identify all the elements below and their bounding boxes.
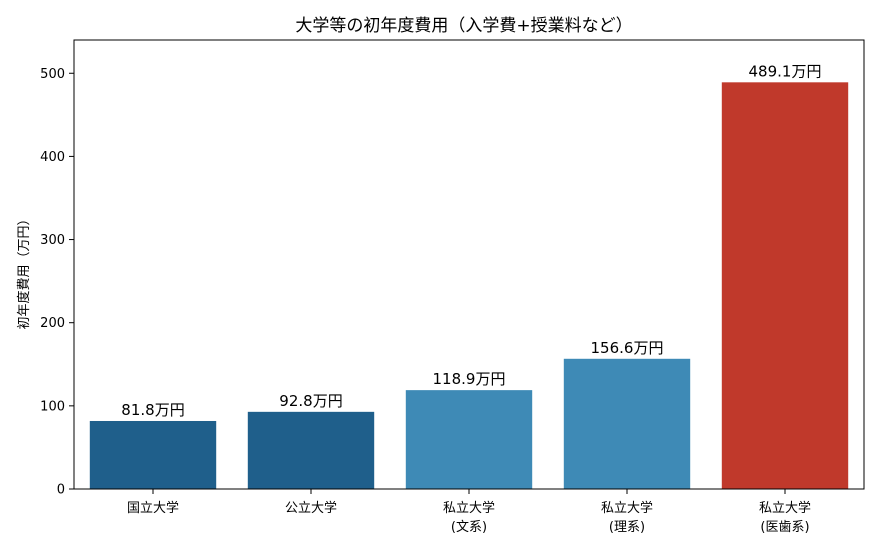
bar-data-label: 489.1万円	[749, 62, 822, 80]
bar-data-label: 156.6万円	[591, 339, 664, 357]
y-axis-label: 初年度費用（万円）	[16, 212, 32, 329]
bar-data-label: 92.8万円	[279, 392, 342, 410]
bar	[563, 358, 691, 489]
x-tick-label: 公立大学	[285, 500, 337, 516]
x-tick-label: (医歯系)	[760, 520, 809, 535]
y-tick-label: 200	[40, 316, 65, 331]
bar	[405, 390, 533, 489]
bars-group	[89, 82, 849, 489]
y-tick-label: 500	[40, 67, 65, 82]
x-tick-label: 私立大学	[443, 500, 495, 516]
plot-frame	[73, 39, 865, 490]
y-axis-ticks: 0 100 200 300 400 500	[40, 67, 74, 498]
y-tick-label: 100	[40, 399, 65, 414]
chart-title: 大学等の初年度費用（入学費+授業料など）	[295, 16, 632, 36]
x-tick-label: 私立大学	[601, 500, 653, 516]
x-axis-ticks: 国立大学 公立大学 私立大学 (文系) 私立大学 (理系) 私立大学 (医歯系)	[127, 489, 811, 535]
y-tick-label: 400	[40, 150, 65, 165]
bar	[721, 82, 849, 489]
y-tick-label: 300	[40, 233, 65, 248]
x-tick-label: (理系)	[609, 520, 645, 535]
bar-data-label: 81.8万円	[121, 401, 184, 419]
data-labels-group: 81.8万円 92.8万円 118.9万円 156.6万円 489.1万円	[121, 62, 821, 419]
x-tick-label: 私立大学	[759, 500, 811, 516]
bar	[247, 411, 375, 489]
x-tick-label: 国立大学	[127, 500, 179, 516]
bar-data-label: 118.9万円	[433, 370, 506, 388]
y-tick-label: 0	[57, 483, 65, 498]
x-tick-label: (文系)	[451, 520, 487, 535]
bar	[89, 420, 217, 489]
